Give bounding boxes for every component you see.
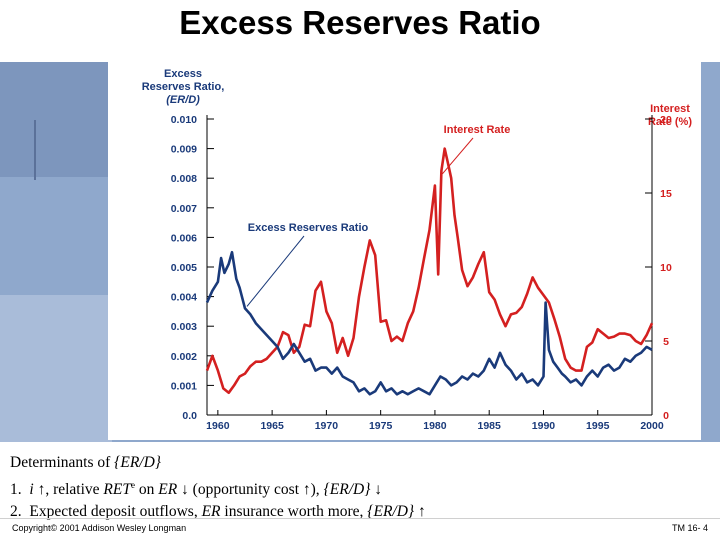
copyright-notice: Copyright© 2001 Addison Wesley Longman [12,523,187,533]
x-axis-tick-label: 1975 [369,420,393,432]
line-1-superscript: e [130,480,135,490]
left-axis-tick-label: 0.003 [171,321,197,333]
notes-heading: Determinants of {ER/D} [10,452,614,474]
left-axis-tick-label: 0.006 [171,232,197,244]
right-axis-tick-label: 10 [660,262,672,274]
left-axis-label-line-1: Excess [164,68,202,80]
left-axis-tick-label: 0.0 [182,410,197,422]
background-stripe [34,120,36,180]
line-1-erd: {ER/D} [323,481,371,499]
excess-reserves-chart: Excess Reserves Ratio, (ER/D) Interest R… [108,52,701,440]
excess-reserves-ratio-line [205,250,653,396]
line-1-i: i [29,481,34,499]
right-axis-tick-label: 15 [660,188,672,200]
line-1-text-d: ), [310,481,324,499]
left-axis-tick-label: 0.010 [171,114,197,126]
right-axis-label: Interest Rate (%) [648,103,692,128]
chart-axes: 0.0100.0090.0080.0070.0060.0050.0040.003… [171,114,672,432]
interest-rate-annotation-label: Interest Rate [444,124,511,136]
left-axis-tick-label: 0.004 [171,292,197,304]
line-2-number: 2. [10,503,22,521]
notes-line-1: 1. i ↑, relative RETe on ER ↓ (opportuni… [10,474,614,501]
line-1-number: 1. [10,481,22,499]
annotation-layer: Interest Rate Excess Reserves Ratio [246,124,511,307]
up-arrow-icon: ↑ [418,503,426,521]
x-axis-tick-label: 1985 [478,420,502,432]
right-axis-label-line-2: Rate (%) [648,116,692,128]
left-axis-tick-label: 0.002 [171,351,197,363]
x-axis-tick-label: 1960 [206,420,230,432]
footer-divider [0,518,720,519]
line-1-ret: RET [103,481,131,499]
up-arrow-icon: ↑ [37,481,46,499]
x-axis-tick-label: 1995 [586,420,610,432]
series-layer [205,147,654,396]
line-2-text-b: insurance worth more, [220,503,368,521]
line-2-er: ER [201,503,221,521]
x-axis-tick-label: 1990 [532,420,556,432]
up-arrow-icon: ↑ [302,481,311,499]
background-block-light [0,295,112,442]
left-axis-tick-label: 0.009 [171,144,197,156]
line-2-text-a: Expected deposit outflows, [29,503,202,521]
notes-line-2: 2. Expected deposit outflows, ER insuran… [10,501,614,523]
x-axis-tick-label: 1965 [260,420,284,432]
slide-title: Excess Reserves Ratio [179,4,541,41]
interest-rate-line [205,147,654,395]
right-axis-tick-label: 20 [660,114,672,126]
right-axis-tick-label: 5 [663,336,669,348]
slide-number: TM 16- 4 [671,523,708,533]
down-arrow-icon: ↓ [181,481,189,499]
down-arrow-icon: ↓ [374,481,383,499]
x-axis-tick-label: 1980 [423,420,447,432]
left-axis-tick-label: 0.005 [171,262,197,274]
left-axis-label-line-2: Reserves Ratio, [142,81,225,93]
excess-reserves-annotation-pointer [246,235,305,307]
left-axis-label-line-3: (ER/D) [166,94,200,106]
left-axis-tick-label: 0.008 [171,173,197,185]
notes-box: Determinants of {ER/D} 1. i ↑, relative … [10,452,614,524]
left-axis-tick-label: 0.007 [171,203,197,215]
notes-heading-text: Determinants of [10,454,115,471]
chart-panel: Excess Reserves Ratio, (ER/D) Interest R… [108,52,701,440]
left-axis-tick-label: 0.001 [171,380,197,392]
line-1-er: ER [158,481,178,499]
line-1-text-c: (opportunity cost [188,481,303,499]
interest-rate-annotation-pointer [442,137,474,175]
x-axis-tick-label: 1970 [315,420,339,432]
line-1-text-a: , relative [45,481,104,499]
excess-reserves-annotation-label: Excess Reserves Ratio [248,222,369,234]
x-axis-tick-label: 2000 [640,420,664,432]
line-2-erd: {ER/D} [367,503,415,521]
left-axis-label: Excess Reserves Ratio, (ER/D) [142,68,225,106]
right-axis-tick-label: 0 [663,410,669,422]
notes-heading-variable: {ER/D} [114,454,162,471]
line-1-text-b: on [134,481,159,499]
right-axis-label-line-1: Interest [650,103,690,115]
